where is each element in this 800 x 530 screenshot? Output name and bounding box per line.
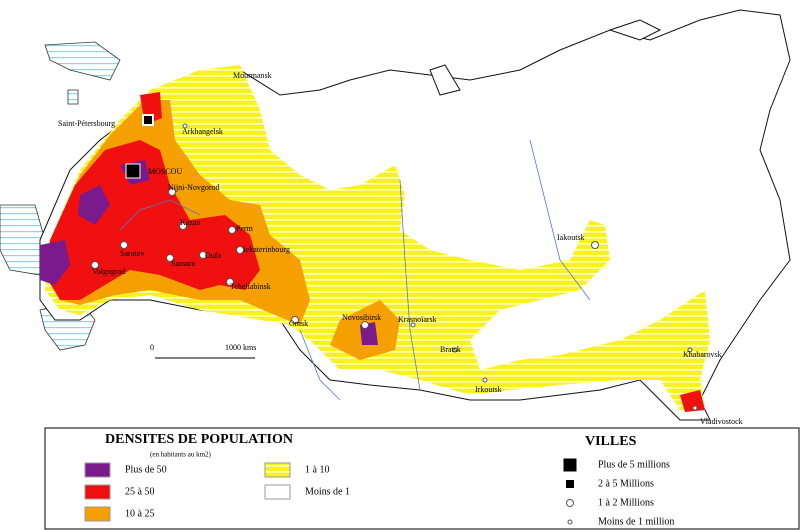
city-label: Novosibirsk: [342, 313, 381, 322]
legend-swatch: [84, 506, 111, 522]
city-label: Mourmansk: [233, 71, 272, 80]
city-label: Kazan: [180, 218, 200, 227]
city-label: Oufa: [205, 251, 221, 260]
city-marker: [179, 222, 187, 230]
scale-start: 0: [150, 343, 154, 352]
city-marker: [452, 347, 458, 353]
legend-title: VILLES: [585, 434, 637, 449]
city-marker: [125, 163, 141, 179]
city-label: Saratov: [120, 249, 144, 258]
city-label: Vladivostock: [700, 417, 743, 426]
city-label: Volgograd: [92, 267, 125, 276]
legend-label: Plus de 50: [125, 464, 167, 475]
city-marker: [226, 278, 234, 286]
zone-plus-50: [40, 240, 70, 285]
zone-1-10: [45, 65, 710, 410]
legend-subtitle: (en habitants au km2): [150, 451, 212, 459]
legend-label: Plus de 5 millions: [598, 459, 670, 470]
legend-box: [44, 427, 800, 530]
density-zones: [40, 65, 710, 412]
legend-label: 10 à 25: [125, 508, 154, 519]
city-marker: [182, 123, 188, 129]
legend-title: DENSITES DE POPULATION: [105, 432, 293, 447]
legend-swatch: [264, 462, 291, 478]
city-marker: [562, 457, 578, 473]
city-marker: [168, 188, 176, 196]
city-marker: [567, 519, 573, 525]
city-label: Perm: [236, 224, 254, 233]
city-marker: [199, 251, 207, 259]
city-marker: [361, 321, 369, 329]
city-label: Khabarovsk: [683, 350, 722, 359]
city-marker: [591, 241, 599, 249]
scale-end: 1000 kms: [225, 343, 256, 352]
zone-25-50: [680, 390, 705, 412]
legend-label: Moins de 1: [305, 486, 350, 497]
city-marker: [236, 246, 244, 254]
city-label: Bratsk: [440, 345, 461, 354]
city-marker: [692, 405, 698, 411]
city-label: Iekaterinbourg: [243, 245, 290, 254]
city-marker: [482, 377, 488, 383]
city-label: Irkoutsk: [475, 385, 502, 394]
zone-25-50: [45, 140, 260, 300]
city-label: Omsk: [289, 319, 308, 328]
city-marker: [91, 261, 99, 269]
city-marker: [687, 347, 693, 353]
legend-label: 1 à 10: [305, 464, 329, 475]
city-marker: [566, 499, 574, 507]
city-label: Samara: [171, 259, 195, 268]
legend-swatch: [84, 484, 111, 500]
legend-label: 2 à 5 Millions: [598, 478, 654, 489]
legend-swatch: [264, 484, 291, 500]
city-label: Tcheliabinsk: [230, 282, 271, 291]
city-marker: [120, 241, 128, 249]
zone-plus-50: [78, 185, 110, 225]
city-label: Saint-Pétersbourg: [58, 119, 115, 128]
rivers: [119, 139, 591, 401]
city-marker: [142, 114, 154, 126]
legend-label: Moins de 1 million: [598, 516, 674, 527]
city-label: Nijni-Novgorod: [168, 183, 220, 192]
city-label: Krasnoïarsk: [398, 315, 437, 324]
legend-label: 25 à 50: [125, 486, 154, 497]
city-marker: [166, 254, 174, 262]
city-label: Iakoutsk: [557, 233, 585, 242]
scale-bar: 0 1000 kms: [150, 343, 256, 359]
city-marker: [291, 316, 299, 324]
city-label: MOSCOU: [148, 167, 182, 176]
city-marker: [410, 322, 416, 328]
city-marker: [564, 478, 576, 490]
legend-swatch: [84, 462, 111, 478]
legend-label: 1 à 2 Millions: [598, 497, 654, 508]
city-label: Arkhangelsk: [182, 127, 223, 136]
city-marker: [228, 226, 236, 234]
